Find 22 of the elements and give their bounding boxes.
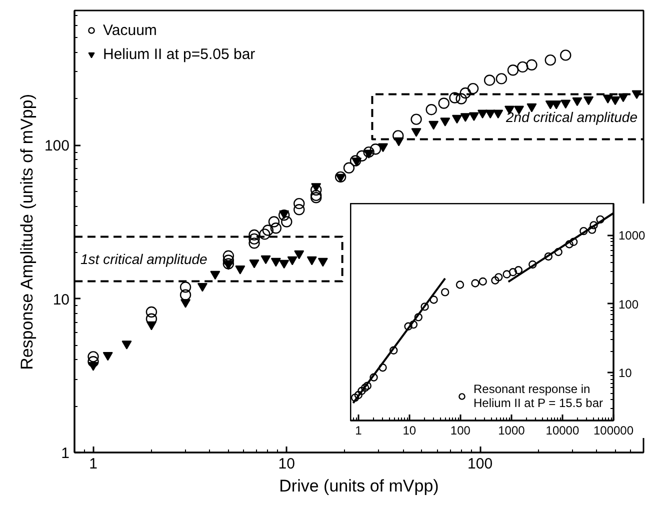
x-tick-label: 100 <box>468 456 493 472</box>
x-tick-label: 10000 <box>546 424 580 438</box>
y-tick-label: 100 <box>44 138 70 155</box>
x-tick-label: 1 <box>355 424 362 438</box>
x-tick-label: 100 <box>450 424 471 438</box>
annotation: 2nd critical amplitude <box>504 108 638 125</box>
x-tick-label: 10 <box>278 456 295 472</box>
y-axis-title: Response Amplitude (units of mVpp) <box>17 94 36 370</box>
x-tick-label: 1000 <box>498 424 526 438</box>
legend-label: Vacuum <box>103 22 157 38</box>
annotation: 1st critical amplitude <box>80 251 208 268</box>
x-axis-title: Drive (units of mVpp) <box>279 476 439 496</box>
y-tick-label: 1 <box>61 445 70 462</box>
y-tick-label: 10 <box>52 291 70 308</box>
x-tick-label: 10 <box>402 424 416 438</box>
x-tick-label: 1 <box>89 456 98 472</box>
x-tick-label: 100000 <box>593 424 634 438</box>
y-tick-label: 1000 <box>618 228 646 243</box>
y-tick-label: 10 <box>618 366 632 380</box>
y-tick-label: 100 <box>618 297 639 312</box>
legend-label: Helium II at p=5.05 bar <box>103 46 256 62</box>
legend-label: Resonant response in Helium II at P = 15.5 bar <box>473 382 603 410</box>
